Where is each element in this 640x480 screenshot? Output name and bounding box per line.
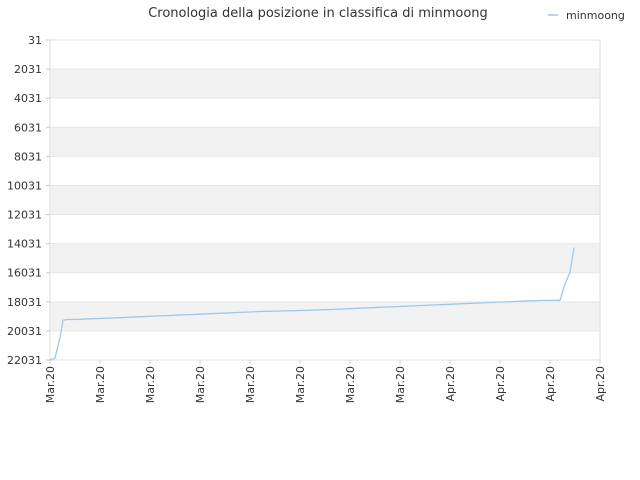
y-tick-label: 12031 [7, 209, 42, 222]
y-tick-label: 2031 [14, 63, 42, 76]
x-tick-label: Apr.20 [544, 366, 557, 402]
x-tick-label: Mar.20 [94, 366, 107, 403]
x-tick-label: Mar.20 [44, 366, 57, 403]
grid-band [50, 185, 600, 215]
y-tick-label: 22031 [7, 354, 42, 367]
y-tick-label: 31 [28, 34, 42, 47]
chart-title: Cronologia della posizione in classifica… [148, 6, 488, 21]
y-tick-label: 8031 [14, 150, 42, 163]
grid-bands [50, 69, 600, 331]
y-tick-label: 20031 [7, 325, 42, 338]
x-tick-label: Mar.20 [394, 366, 407, 403]
y-tick-label: 16031 [7, 267, 42, 280]
y-tick-label: 4031 [14, 92, 42, 105]
y-tick-label: 14031 [7, 238, 42, 251]
x-tick-label: Mar.20 [294, 366, 307, 403]
x-tick-label: Apr.20 [594, 366, 607, 402]
legend: minmoong [548, 9, 625, 22]
x-tick-label: Apr.20 [444, 366, 457, 402]
y-tick-label: 18031 [7, 296, 42, 309]
grid-band [50, 127, 600, 157]
plot-area-border [49, 39, 601, 361]
grid-band [50, 243, 600, 273]
y-tick-label: 6031 [14, 121, 42, 134]
x-tick-label: Mar.20 [194, 366, 207, 403]
grid-band [50, 301, 600, 331]
x-tick-label: Mar.20 [144, 366, 157, 403]
x-axis: Mar.20 Mar.20 Mar.20 Mar.20 Mar.20 Mar.20 Mar.… [44, 360, 607, 403]
x-tick-label: Mar.20 [244, 366, 257, 403]
series-layer [49, 247, 575, 361]
y-tick-label: 10031 [7, 179, 42, 192]
x-tick-label: Mar.20 [344, 366, 357, 403]
y-axis: 31 2031 4031 6031 8031 10031 12031 14031 16031 18… [7, 34, 50, 367]
series-line-minmoong [49, 247, 575, 361]
grid-band [50, 69, 600, 99]
x-tick-label: Apr.20 [494, 366, 507, 402]
legend-label-minmoong: minmoong [566, 9, 625, 22]
